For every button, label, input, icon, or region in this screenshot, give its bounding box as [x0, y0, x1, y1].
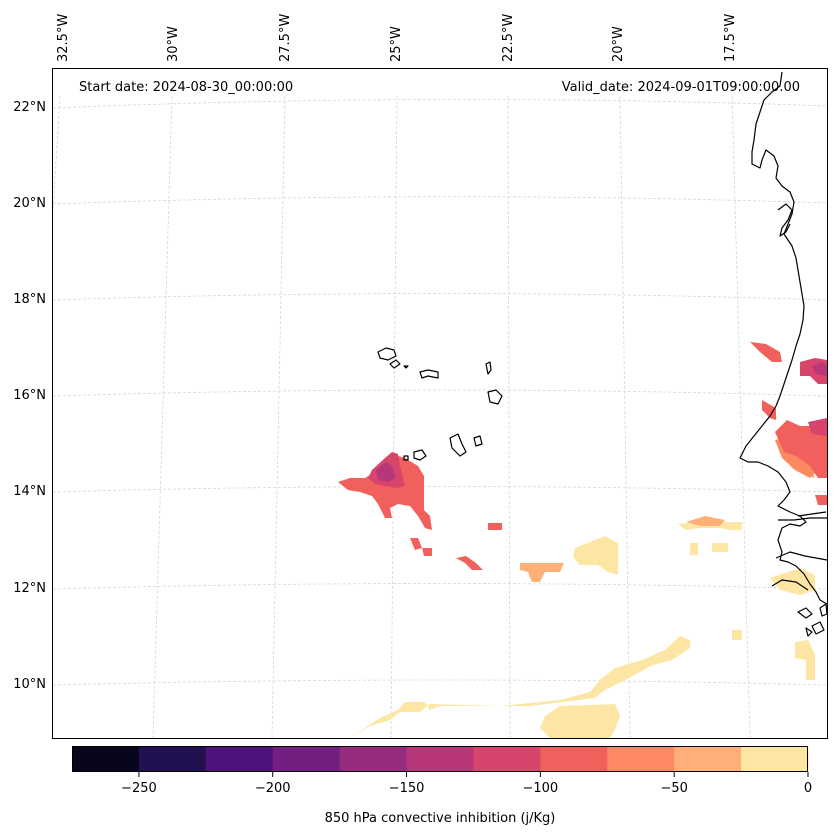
- lon-label: 32.5°W: [56, 14, 71, 62]
- colorbar-tick-label: −250: [121, 781, 157, 796]
- start-date-label: Start date: 2024-08-30_00:00:00: [79, 80, 293, 95]
- colorbar-swatch: [406, 746, 474, 772]
- island-santiago: [449, 433, 467, 457]
- lat-label: 20°N: [13, 196, 46, 211]
- colorbar-tick-label: −50: [660, 781, 687, 796]
- island-boa-vista: [487, 389, 503, 405]
- lat-label: 16°N: [13, 388, 46, 403]
- colorbar-ticks: −250 −200 −150 −100 −50 0: [121, 772, 812, 796]
- colorbar-swatch: [205, 746, 274, 772]
- colorbar-swatch: [72, 746, 140, 772]
- colorbar-swatch: [138, 746, 207, 772]
- lon-label: 20°W: [611, 26, 626, 62]
- colorbar-swatch: [607, 746, 675, 772]
- island-santa-luzia: [403, 365, 409, 369]
- cin-field-minus25-to-minus50: [520, 450, 815, 582]
- island-brava: [403, 455, 409, 461]
- island-sao-nicolau: [419, 369, 439, 379]
- map-frame: [52, 68, 828, 739]
- colorbar-swatch: [272, 746, 341, 772]
- island-sao-vicente: [389, 359, 401, 369]
- bijagos-islands: [797, 607, 813, 619]
- colorbar-swatches: [72, 746, 809, 772]
- lat-label: 10°N: [13, 677, 46, 692]
- lat-label: 14°N: [13, 484, 46, 499]
- coastline-estuary: [797, 511, 827, 517]
- colorbar-tick-label: −150: [389, 781, 425, 796]
- colorbar-swatch: [540, 746, 608, 772]
- coastline-mainland: [739, 71, 828, 605]
- colorbar-swatch: [339, 746, 408, 772]
- colorbar-tick-label: −200: [255, 781, 291, 796]
- lon-label: 17.5°W: [723, 14, 738, 62]
- lon-label: 30°W: [166, 26, 181, 62]
- lon-label: 25°W: [389, 26, 404, 62]
- lon-label: 22.5°W: [501, 14, 516, 62]
- cin-field-minus125-to-minus150: [376, 362, 827, 482]
- colorbar-swatch: [674, 746, 742, 772]
- longitude-labels: 32.5°W 30°W 27.5°W 25°W 22.5°W 20°W 17.5…: [56, 14, 738, 62]
- cin-field-0-to-minus25: [350, 522, 815, 738]
- cape-verde-islands: [377, 347, 503, 461]
- cin-field-minus75-to-minus100: [338, 342, 827, 570]
- colorbar-frame: [72, 746, 808, 772]
- valid-date-label: Valid_date: 2024-09-01T09:00:00.00: [562, 80, 800, 95]
- colorbar-tick-label: −100: [523, 781, 559, 796]
- graticule: [52, 95, 828, 739]
- island-maio: [473, 435, 483, 447]
- island-sal: [485, 361, 492, 375]
- lat-label: 18°N: [13, 292, 46, 307]
- latitude-labels: 22°N 20°N 18°N 16°N 14°N 12°N 10°N: [13, 100, 46, 692]
- colorbar: −250 −200 −150 −100 −50 0 850 hPa convective …: [72, 746, 812, 826]
- lon-label: 27.5°W: [278, 14, 293, 62]
- colorbar-swatch: [473, 746, 541, 772]
- lat-label: 12°N: [13, 581, 46, 596]
- colorbar-swatch: [741, 746, 809, 772]
- island-santo-antao: [377, 347, 397, 361]
- lat-label: 22°N: [13, 100, 46, 115]
- colorbar-tick-label: 0: [804, 781, 812, 796]
- colorbar-label: 850 hPa convective inhibition (j/Kg): [325, 811, 556, 826]
- island-fogo: [413, 449, 427, 461]
- coastline: [739, 71, 828, 637]
